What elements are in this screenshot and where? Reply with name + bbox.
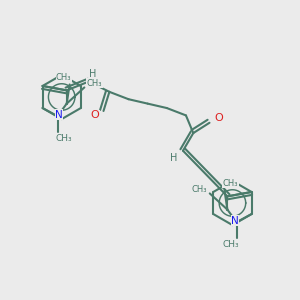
Text: CH₃: CH₃ (87, 79, 102, 88)
Text: CH₃: CH₃ (56, 73, 71, 82)
Text: H: H (89, 69, 97, 79)
Text: CH₃: CH₃ (55, 134, 72, 143)
Text: H: H (170, 153, 178, 163)
Text: N: N (231, 216, 239, 226)
Text: O: O (90, 110, 99, 120)
Text: O: O (214, 113, 223, 123)
Text: CH₃: CH₃ (222, 240, 239, 249)
Text: CH₃: CH₃ (223, 178, 238, 188)
Text: N: N (55, 110, 63, 120)
Text: CH₃: CH₃ (192, 184, 207, 194)
